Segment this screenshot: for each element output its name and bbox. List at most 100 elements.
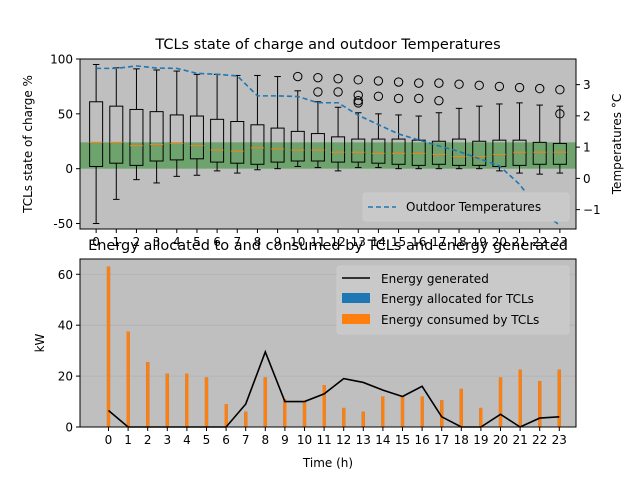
bottom-x-tick-label: 16 (414, 433, 429, 447)
bottom-x-tick-label: 2 (144, 433, 152, 447)
box-flier (293, 71, 303, 82)
bottom-x-ticks: 0 1 2 3 4 5 6 7 8 9 10 11 12 13 14 15 16 17 18 19 20 21 22 23 (105, 427, 567, 447)
bottom-x-tick-label: 6 (222, 433, 230, 447)
box-plot-hour-3 (149, 69, 164, 184)
box-iqr (411, 139, 426, 166)
bottom-x-tick-label: 7 (242, 433, 250, 447)
box-flier (514, 82, 525, 93)
top-legend-box (362, 192, 570, 222)
box-iqr (109, 105, 124, 164)
bottom-x-tick-label: 18 (454, 433, 469, 447)
top-legend: Outdoor Temperatures (362, 192, 570, 222)
energy-bars (106, 266, 561, 427)
bar-energy-consumed-hour-14 (381, 396, 385, 427)
box-plot-hour-5 (189, 73, 204, 176)
bottom-x-tick-label: 14 (375, 433, 390, 447)
box-iqr (290, 130, 305, 162)
top-x-tick-label: 20 (492, 235, 507, 249)
bottom-x-tick-label: 0 (105, 433, 113, 447)
target-band (80, 142, 576, 169)
top-y2-tick-label: −1 (583, 203, 601, 217)
bottom-legend-box (336, 265, 570, 335)
box-iqr (89, 101, 104, 167)
bottom-x-tick-label: 12 (336, 433, 351, 447)
box-iqr (250, 124, 265, 165)
box-iqr (189, 115, 204, 160)
bottom-x-axis-label: Time (h) (302, 456, 353, 470)
box-flier (353, 95, 363, 106)
box-flier (313, 87, 323, 97)
box-plot-hour-6 (210, 73, 225, 172)
bottom-x-tick-label: 5 (203, 433, 211, 447)
top-x-tick-label: 0 (92, 235, 100, 249)
bottom-legend: Energy generated Energy allocated for TC… (336, 265, 570, 335)
bottom-y-tick-label: 40 (58, 319, 73, 333)
box-iqr (331, 136, 346, 163)
bottom-y-ticks: 0 20 40 60 (58, 268, 80, 435)
box-plot-hour-10 (290, 71, 305, 167)
soc-temperature-chart: TCLs state of charge and outdoor Tempera… (21, 37, 624, 249)
top-y2-tick-label: 0 (583, 172, 591, 186)
top-x-tick-label: 21 (512, 235, 527, 249)
bar-energy-consumed-hour-21 (518, 369, 522, 427)
box-plot-hour-21 (512, 82, 527, 174)
top-y2-axis-label: Temperatures °C (610, 94, 624, 195)
top-chart-title: TCLs state of charge and outdoor Tempera… (154, 37, 500, 53)
top-x-tick-label: 7 (233, 235, 241, 249)
bottom-x-tick-label: 22 (532, 433, 547, 447)
box-iqr (512, 139, 527, 166)
box-plot-hour-16 (411, 78, 426, 170)
box-flier (373, 91, 384, 101)
top-x-tick-label: 4 (173, 235, 181, 249)
bottom-x-tick-label: 11 (316, 433, 331, 447)
box-flier (313, 72, 323, 83)
box-plot-hour-9 (270, 76, 285, 170)
bottom-x-tick-label: 13 (356, 433, 371, 447)
box-plot-hour-14 (371, 76, 386, 169)
bar-energy-consumed-hour-0 (106, 266, 111, 427)
top-plot-frame (79, 58, 577, 230)
top-x-tick-label: 2 (133, 235, 141, 249)
energy-chart: Energy allocated to and consumed by TCLs… (33, 238, 577, 470)
top-x-ticks: 0 1 2 3 4 5 6 7 8 9 10 11 12 13 14 15 16 17 18 19 20 21 22 23 (92, 229, 568, 249)
box-plot-hour-15 (391, 77, 406, 170)
top-x-tick-label: 16 (411, 235, 426, 249)
box-flier (535, 83, 545, 94)
box-plot-hour-18 (452, 79, 467, 170)
outdoor-temperature-line (96, 65, 561, 226)
box-iqr (230, 121, 245, 164)
bottom-x-tick-label: 4 (183, 433, 191, 447)
bottom-x-tick-label: 9 (281, 433, 289, 447)
top-y2-tick-label: 2 (583, 109, 591, 123)
top-x-tick-label: 8 (254, 235, 262, 249)
box-plot-hour-2 (129, 68, 144, 181)
top-x-tick-label: 1 (112, 235, 120, 249)
top-y-tick-label: -50 (53, 217, 73, 231)
box-iqr (149, 111, 164, 162)
bar-energy-consumed-hour-6 (224, 404, 228, 427)
box-iqr (452, 138, 467, 166)
box-plot-hour-22 (532, 83, 547, 175)
top-y-ticks: -50 0 50 100 (50, 53, 80, 231)
legend-energy-allocated-label: Energy allocated for TCLs (381, 292, 534, 306)
top-x-tick-label: 12 (330, 235, 345, 249)
box-flier (494, 81, 505, 92)
box-flier (474, 80, 484, 91)
bar-energy-consumed-hour-22 (538, 381, 542, 427)
box-iqr (552, 142, 567, 165)
top-x-tick-label: 6 (213, 235, 221, 249)
box-plot-hour-12 (331, 74, 346, 172)
top-x-tick-label: 23 (552, 235, 567, 249)
bar-energy-consumed-hour-17 (440, 400, 444, 427)
top-x-tick-label: 5 (193, 235, 201, 249)
bar-energy-consumed-hour-2 (146, 362, 150, 427)
box-plot-hour-23 (552, 85, 567, 174)
box-flier (414, 93, 424, 104)
legend-energy-consumed-label: Energy consumed by TCLs (381, 313, 539, 327)
bar-energy-consumed-hour-23 (557, 369, 561, 427)
bottom-x-tick-label: 3 (163, 433, 171, 447)
bottom-x-tick-label: 20 (493, 433, 508, 447)
bottom-x-tick-label: 21 (512, 433, 527, 447)
top-x-tick-label: 17 (431, 235, 446, 249)
